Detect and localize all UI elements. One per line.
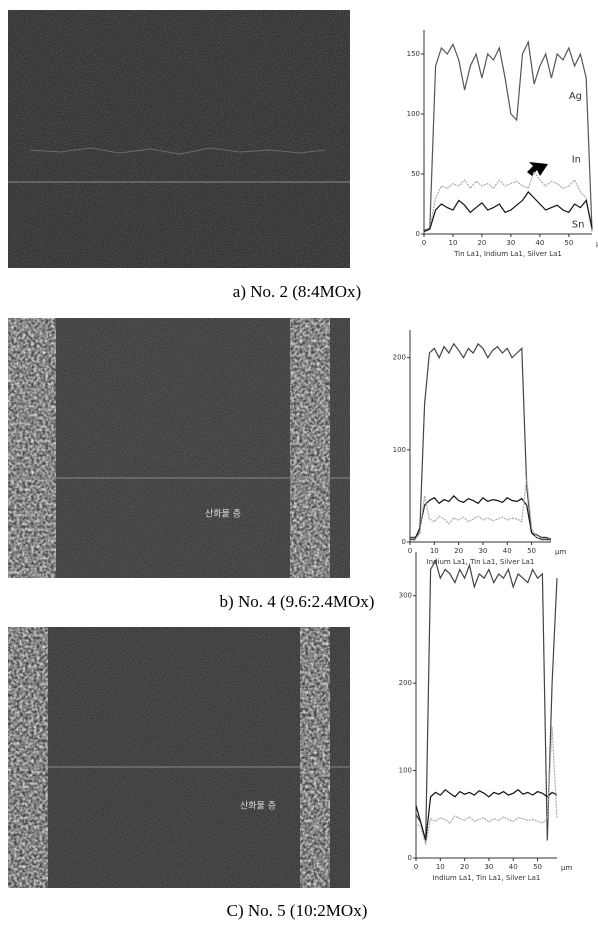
x-tick-label: 20 bbox=[460, 863, 469, 871]
x-tick-label: 0 bbox=[414, 863, 418, 871]
series-label: In bbox=[572, 155, 581, 166]
x-tick-label: 20 bbox=[454, 547, 463, 555]
x-tick-label: 50 bbox=[527, 547, 536, 555]
legend-text: Tin La1, Indium La1, Silver La1 bbox=[453, 250, 562, 258]
series-line bbox=[415, 726, 558, 846]
legend-text: Indium La1, Tin La1, Silver La1 bbox=[433, 874, 541, 882]
caption: C) No. 5 (10:2MOx) bbox=[227, 901, 368, 920]
series-label: Sn bbox=[572, 219, 585, 230]
sem-image-b: 산화물 층 bbox=[8, 318, 350, 578]
x-tick-label: 10 bbox=[430, 547, 439, 555]
x-tick-label: 40 bbox=[509, 863, 518, 871]
caption: a) No. 2 (8:4MOx) bbox=[233, 282, 361, 301]
y-tick-label: 100 bbox=[393, 446, 406, 454]
series-line bbox=[415, 559, 558, 841]
y-tick-label: 200 bbox=[399, 679, 412, 687]
series-line bbox=[410, 495, 552, 541]
x-tick-label: 0 bbox=[408, 547, 412, 555]
x-tick-label: 0 bbox=[422, 239, 426, 247]
y-tick-label: 0 bbox=[408, 854, 412, 862]
image-label: 산화물 층 bbox=[240, 801, 276, 812]
legend-text: Indium La1, Tin La1, Silver La1 bbox=[427, 558, 535, 566]
sem-image-c: 산화물 층 bbox=[8, 627, 350, 888]
y-tick-label: 100 bbox=[399, 767, 412, 775]
image-label: 산화물 층 bbox=[205, 509, 241, 520]
y-tick-label: 300 bbox=[399, 592, 412, 600]
series-line bbox=[410, 477, 551, 541]
x-tick-label: 40 bbox=[503, 547, 512, 555]
x-tick-label: 50 bbox=[533, 863, 542, 871]
series-line bbox=[415, 789, 558, 841]
sem-image-a bbox=[8, 10, 350, 268]
y-tick-label: 0 bbox=[416, 230, 420, 238]
x-tick-label: 30 bbox=[478, 547, 487, 555]
x-axis-label: μm bbox=[555, 548, 566, 556]
series-line bbox=[423, 191, 593, 233]
y-tick-label: 150 bbox=[407, 50, 420, 58]
x-tick-label: 50 bbox=[564, 239, 573, 247]
x-tick-label: 30 bbox=[484, 863, 493, 871]
x-axis-label: μm bbox=[596, 240, 598, 248]
series-line bbox=[410, 342, 552, 540]
y-tick-label: 0 bbox=[402, 538, 406, 546]
x-tick-label: 20 bbox=[477, 239, 486, 247]
x-tick-label: 30 bbox=[506, 239, 515, 247]
y-tick-label: 200 bbox=[393, 354, 406, 362]
y-tick-label: 100 bbox=[407, 110, 420, 118]
series-line bbox=[423, 170, 593, 233]
series-label: Ag bbox=[569, 91, 582, 102]
x-tick-label: 10 bbox=[449, 239, 458, 247]
y-tick-label: 50 bbox=[411, 170, 420, 178]
x-tick-label: 40 bbox=[535, 239, 544, 247]
arrow bbox=[527, 162, 548, 176]
x-tick-label: 10 bbox=[436, 863, 445, 871]
series-line bbox=[423, 39, 593, 231]
caption: b) No. 4 (9.6:2.4MOx) bbox=[220, 592, 375, 611]
x-axis-label: μm bbox=[561, 864, 572, 872]
